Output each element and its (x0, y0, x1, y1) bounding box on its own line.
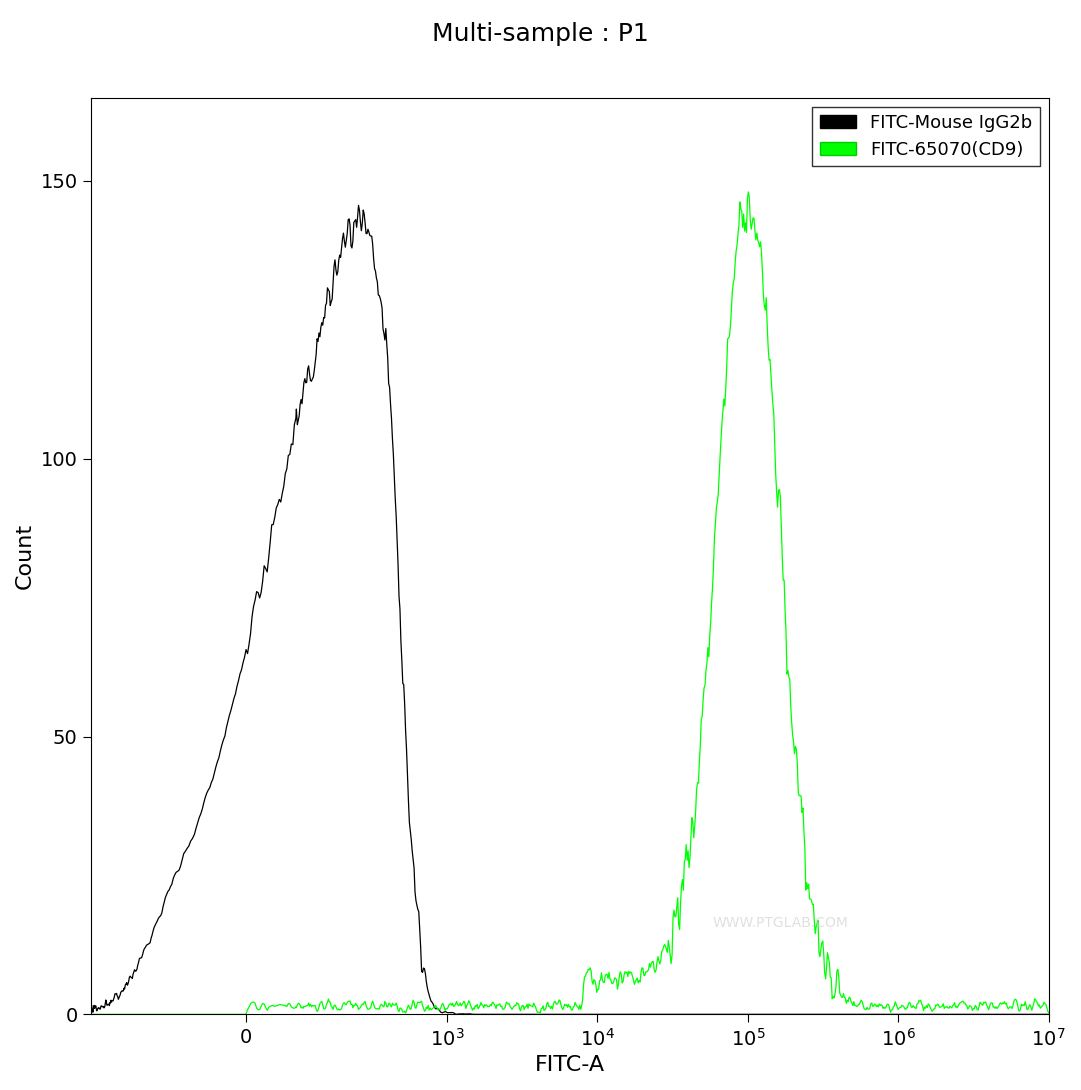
Legend: FITC-Mouse IgG2b, FITC-65070(CD9): FITC-Mouse IgG2b, FITC-65070(CD9) (813, 107, 1040, 166)
Y-axis label: Count: Count (15, 523, 35, 589)
Text: Multi-sample : P1: Multi-sample : P1 (432, 22, 649, 46)
X-axis label: FITC-A: FITC-A (535, 1055, 605, 1075)
Text: WWW.PTGLAB.COM: WWW.PTGLAB.COM (712, 916, 849, 930)
